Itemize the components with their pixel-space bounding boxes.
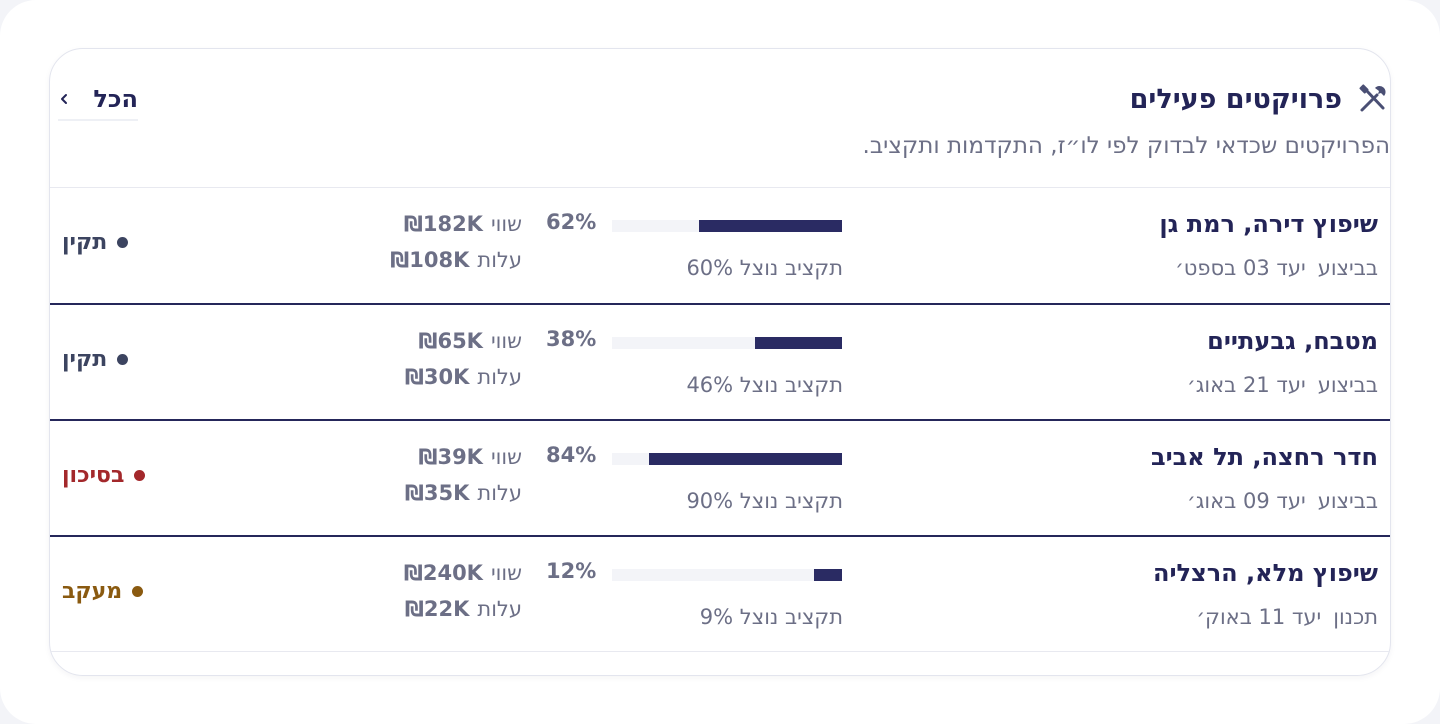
project-meta: תכנון יעד 11 באוק׳ [1196, 605, 1378, 629]
project-worth: שווי ₪240K [404, 561, 522, 585]
project-phase: בביצוע [1317, 489, 1378, 513]
project-name: חדר רחצה, תל אביב [1150, 443, 1378, 471]
budget-used: תקציב נוצל 90% [686, 489, 843, 513]
progress-bar-fill [699, 220, 842, 232]
status-dot-icon [117, 354, 129, 365]
project-name: מטבח, גבעתיים [1207, 327, 1378, 355]
progress-percent: 84% [546, 443, 597, 467]
progress-percent: 38% [546, 327, 597, 351]
progress-percent: 62% [546, 210, 597, 234]
project-worth: שווי ₪182K [404, 212, 522, 236]
project-phase: תכנון [1333, 605, 1378, 629]
tools-icon [1359, 84, 1386, 112]
status-text: תקין [62, 230, 108, 255]
project-due-date: יעד 21 באוג׳ [1187, 373, 1306, 397]
status-badge: בסיכון [62, 463, 146, 488]
status-badge: מעקב [62, 579, 144, 604]
cost-amount: ₪35K [404, 481, 470, 505]
project-worth: שווי ₪39K [418, 445, 522, 469]
active-projects-card: פרויקטים פעילים הפרויקטים שכדאי לבדוק לפ… [49, 48, 1391, 676]
status-dot-icon [132, 586, 144, 597]
view-all-link[interactable]: הכל [58, 79, 138, 121]
budget-used: תקציב נוצל 9% [699, 605, 843, 629]
project-cost: עלות ₪108K [390, 248, 522, 272]
worth-label: שווי [490, 445, 522, 469]
progress-bar-fill [648, 453, 842, 465]
project-phase: בביצוע [1317, 373, 1378, 397]
project-cost: עלות ₪35K [405, 481, 522, 505]
chevron-left-icon [61, 94, 67, 104]
page-title: פרויקטים פעילים [1129, 83, 1342, 115]
cost-amount: ₪22K [404, 597, 470, 621]
worth-label: שווי [490, 561, 522, 585]
worth-label: שווי [490, 329, 522, 353]
progress-bar-fill [754, 337, 842, 349]
project-row[interactable]: שיפוץ דירה, רמת גן בביצוע יעד 03 בספט׳ 62… [50, 187, 1390, 303]
project-worth: שווי ₪65K [418, 329, 522, 353]
budget-used: תקציב נוצל 46% [686, 373, 843, 397]
worth-amount: ₪65K [418, 329, 483, 353]
project-row[interactable]: שיפוץ מלא, הרצליה תכנוןיעד 11 באוק׳ 12% … [50, 535, 1390, 652]
status-badge: תקין [62, 347, 129, 372]
worth-amount: ₪240K [403, 561, 483, 585]
project-meta: בביצוע יעד 21 באוג׳ [1187, 373, 1378, 397]
status-text: מעקב [62, 579, 123, 604]
cost-amount: ₪108K [390, 248, 470, 272]
project-meta: בביצוע יעד 09 באוג׳ [1187, 489, 1378, 513]
worth-amount: ₪182K [403, 212, 483, 236]
title-row: פרויקטים פעילים [1130, 79, 1390, 119]
project-cost: עלות ₪22K [405, 597, 522, 621]
project-row[interactable]: מטבח, גבעתיים בביצוע יעד 21 באוג׳ 38% תקצ… [50, 303, 1390, 419]
progress-bar-track [612, 453, 842, 465]
status-dot-icon [117, 237, 129, 248]
progress-bar-track [612, 337, 842, 349]
progress-bar-track [612, 220, 842, 232]
project-due-date: יעד 03 בספט׳ [1175, 256, 1306, 280]
project-due-date: יעד 09 באוג׳ [1187, 489, 1306, 513]
progress-bar-track [612, 569, 842, 581]
cost-label: עלות [477, 597, 522, 621]
project-name: שיפוץ מלא, הרצליה [1152, 559, 1378, 587]
page-subtitle: הפרויקטים שכדאי לבדוק לפי לו״ז, התקדמות … [862, 133, 1390, 159]
progress-percent: 12% [546, 559, 597, 583]
card-header: פרויקטים פעילים הפרויקטים שכדאי לבדוק לפ… [50, 49, 1390, 187]
view-all-label: הכל [93, 85, 138, 113]
worth-label: שווי [490, 212, 522, 236]
project-due-date: יעד 11 באוק׳ [1196, 605, 1322, 629]
project-cost: עלות ₪30K [405, 365, 522, 389]
status-dot-icon [134, 470, 146, 481]
status-badge: תקין [62, 230, 129, 255]
project-name: שיפוץ דירה, רמת גן [1159, 210, 1378, 238]
projects-list: שיפוץ דירה, רמת גן בביצוע יעד 03 בספט׳ 62… [50, 187, 1390, 652]
cost-label: עלות [477, 248, 522, 272]
project-row[interactable]: חדר רחצה, תל אביב בביצוע יעד 09 באוג׳ 84%… [50, 419, 1390, 535]
cost-amount: ₪30K [404, 365, 470, 389]
cost-label: עלות [477, 481, 522, 505]
project-phase: בביצוע [1317, 256, 1378, 280]
cost-label: עלות [477, 365, 522, 389]
status-text: תקין [62, 347, 108, 372]
worth-amount: ₪39K [418, 445, 483, 469]
status-text: בסיכון [62, 463, 125, 488]
project-meta: בביצוע יעד 03 בספט׳ [1175, 256, 1378, 280]
progress-bar-fill [814, 569, 842, 581]
budget-used: תקציב נוצל 60% [686, 256, 843, 280]
